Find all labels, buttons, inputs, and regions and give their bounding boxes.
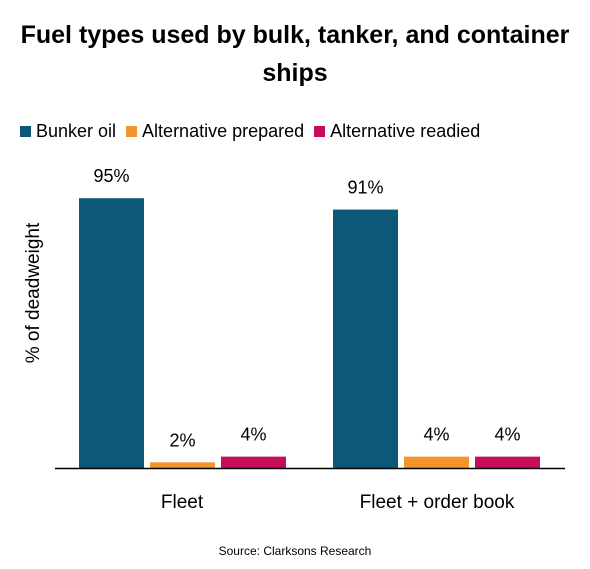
chart-plot-area: 95% 2% 4% Fleet 91% 4% 4% Fleet + order book bbox=[55, 166, 565, 513]
legend-item-alternative-readied: Alternative readied bbox=[314, 121, 480, 142]
data-label-alternative-readied-fleet-order-book: 4% bbox=[494, 425, 520, 445]
legend-label-alternative-readied: Alternative readied bbox=[330, 120, 481, 141]
bar-alternative-readied-fleet-order-book bbox=[475, 456, 540, 468]
legend-swatch-bunker-oil bbox=[20, 125, 31, 137]
x-tick-label-fleet: Fleet bbox=[161, 492, 204, 513]
bar-alternative-prepared-fleet-order-book bbox=[404, 456, 469, 468]
data-label-alternative-prepared-fleet-order-book: 4% bbox=[423, 425, 449, 445]
data-label-bunker-oil-fleet-order-book: 91% bbox=[347, 178, 383, 198]
x-tick-label-fleet-order-book: Fleet + order book bbox=[360, 492, 515, 513]
legend-swatch-alternative-readied bbox=[314, 125, 326, 137]
legend-label-alternative-prepared: Alternative prepared bbox=[142, 120, 305, 141]
legend-item-alternative-prepared: Alternative prepared bbox=[126, 121, 304, 142]
bar-alternative-prepared-fleet bbox=[150, 462, 215, 468]
legend-swatch-alternative-prepared bbox=[126, 125, 138, 137]
data-label-alternative-prepared-fleet: 2% bbox=[169, 430, 195, 450]
bar-bunker-oil-fleet bbox=[79, 198, 144, 468]
data-label-bunker-oil-fleet: 95% bbox=[93, 166, 129, 186]
chart-legend: Bunker oil Alternative prepared Alternat… bbox=[20, 120, 490, 142]
bar-alternative-readied-fleet bbox=[221, 456, 286, 468]
data-label-alternative-readied-fleet: 4% bbox=[240, 425, 266, 445]
source-note: Source: Clarksons Research bbox=[218, 544, 372, 558]
bar-bunker-oil-fleet-order-book bbox=[333, 209, 398, 468]
legend-item-bunker-oil: Bunker oil bbox=[20, 121, 116, 142]
chart-title: Fuel types used by bulk, tanker, and con… bbox=[20, 21, 570, 87]
legend-label-bunker-oil: Bunker oil bbox=[36, 120, 117, 141]
